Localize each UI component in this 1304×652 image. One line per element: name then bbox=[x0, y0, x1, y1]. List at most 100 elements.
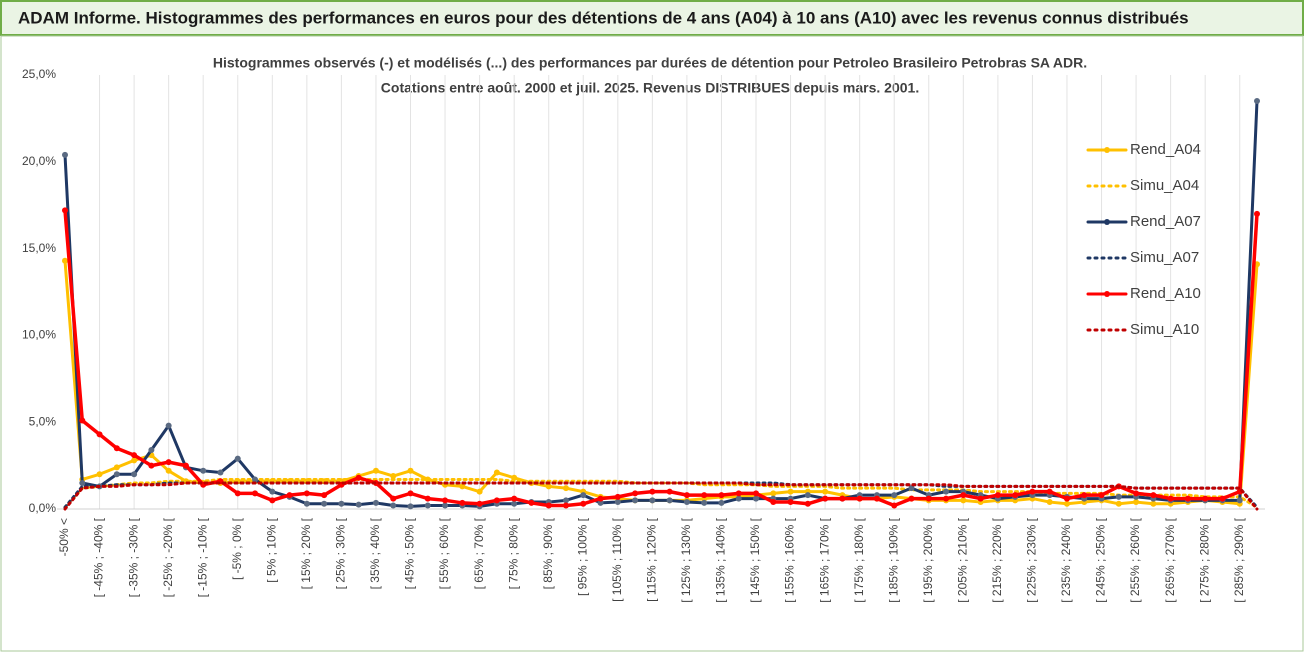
x-tick-label: [ 275% ; 280% [ bbox=[1197, 517, 1211, 602]
point bbox=[407, 490, 414, 497]
point bbox=[701, 492, 708, 499]
point bbox=[839, 495, 846, 502]
point bbox=[562, 485, 569, 492]
point bbox=[321, 500, 328, 507]
point bbox=[165, 422, 172, 429]
chart-frame bbox=[0, 35, 1304, 652]
point bbox=[1219, 495, 1226, 502]
x-tick-label: [ 175% ; 180% [ bbox=[852, 517, 866, 602]
point bbox=[1012, 492, 1019, 499]
point bbox=[511, 495, 518, 502]
point bbox=[649, 488, 656, 495]
observed-line bbox=[63, 208, 1259, 508]
x-tick-label: [ 245% ; 250% [ bbox=[1094, 517, 1108, 602]
point bbox=[891, 502, 898, 509]
point bbox=[666, 497, 673, 504]
point bbox=[735, 495, 742, 502]
point bbox=[1184, 495, 1191, 502]
legend-label: Rend_A04 bbox=[1130, 141, 1201, 158]
point bbox=[580, 492, 587, 499]
point bbox=[182, 462, 189, 469]
x-tick-label: [ 25% ; 30% [ bbox=[334, 517, 348, 589]
point bbox=[234, 455, 241, 462]
x-tick-label: [ -35% ; -30% [ bbox=[126, 517, 140, 597]
x-tick-label: [ -5% ; 0% [ bbox=[230, 517, 244, 580]
point bbox=[424, 502, 431, 509]
point bbox=[252, 476, 259, 483]
point bbox=[303, 490, 310, 497]
point bbox=[804, 500, 811, 507]
point bbox=[355, 474, 362, 481]
point bbox=[1254, 98, 1260, 105]
point bbox=[1133, 490, 1140, 497]
point bbox=[113, 464, 120, 471]
chart-subtitle: Histogrammes observés (-) et modélisés (… bbox=[213, 55, 1087, 71]
x-tick-label: [ 215% ; 220% [ bbox=[990, 517, 1004, 602]
point bbox=[1167, 495, 1174, 502]
point bbox=[649, 497, 656, 504]
point bbox=[62, 257, 68, 264]
point bbox=[269, 488, 276, 495]
point bbox=[148, 462, 155, 469]
legend-label: Rend_A10 bbox=[1130, 285, 1201, 302]
point bbox=[873, 495, 880, 502]
point bbox=[79, 479, 86, 486]
x-tick-label: [ -45% ; -40% [ bbox=[92, 517, 106, 597]
x-tick-label: [ 125% ; 130% [ bbox=[679, 517, 693, 602]
point bbox=[718, 492, 725, 499]
point bbox=[165, 459, 172, 466]
point bbox=[1115, 493, 1122, 500]
point bbox=[1046, 488, 1053, 495]
point bbox=[303, 500, 310, 507]
point bbox=[1063, 500, 1070, 507]
point bbox=[62, 207, 68, 214]
legend-marker bbox=[1104, 291, 1110, 297]
x-tick-label: [ -25% ; -20% [ bbox=[161, 517, 175, 597]
x-tick-label: [ 285% ; 290% [ bbox=[1232, 517, 1246, 602]
x-tick-label: [ 195% ; 200% [ bbox=[921, 517, 935, 602]
point bbox=[1115, 500, 1122, 507]
point bbox=[925, 495, 932, 502]
point bbox=[977, 495, 984, 502]
x-tick-label: [ 205% ; 210% [ bbox=[955, 517, 969, 602]
x-tick-label: [ 265% ; 270% [ bbox=[1163, 517, 1177, 602]
point bbox=[131, 452, 138, 459]
legend-marker bbox=[1104, 147, 1110, 153]
point bbox=[856, 495, 863, 502]
point bbox=[960, 492, 967, 499]
point bbox=[597, 499, 604, 506]
point bbox=[943, 488, 950, 495]
point bbox=[407, 467, 414, 474]
point bbox=[338, 500, 345, 507]
x-tick-label: [ 65% ; 70% [ bbox=[472, 517, 486, 589]
point bbox=[1202, 495, 1209, 502]
y-tick-label: 20,0% bbox=[22, 154, 56, 168]
point bbox=[234, 490, 241, 497]
point bbox=[217, 469, 224, 476]
point bbox=[252, 490, 259, 497]
x-tick-label: [ 255% ; 260% [ bbox=[1128, 517, 1142, 602]
point bbox=[614, 493, 621, 500]
point bbox=[562, 502, 569, 509]
point bbox=[943, 495, 950, 502]
point bbox=[1133, 499, 1140, 506]
point bbox=[390, 473, 397, 480]
x-tick-label: [ 115% ; 120% [ bbox=[645, 517, 659, 601]
x-tick-label: [ 185% ; 190% [ bbox=[886, 517, 900, 602]
point bbox=[390, 495, 397, 502]
point bbox=[286, 492, 293, 499]
point bbox=[96, 431, 103, 438]
point bbox=[493, 469, 500, 476]
x-tick-label: [ -15% ; -10% [ bbox=[195, 517, 209, 597]
point bbox=[683, 499, 690, 506]
point bbox=[1098, 492, 1105, 499]
point bbox=[321, 492, 328, 499]
legend-label: Simu_A04 bbox=[1130, 177, 1199, 194]
point bbox=[632, 490, 639, 497]
x-tick-label: [ 225% ; 230% [ bbox=[1025, 517, 1039, 602]
point bbox=[580, 500, 587, 507]
y-tick-label: 15,0% bbox=[22, 241, 56, 255]
point bbox=[562, 497, 569, 504]
x-tick-label: [ 45% ; 50% [ bbox=[403, 517, 417, 589]
point bbox=[200, 467, 207, 474]
